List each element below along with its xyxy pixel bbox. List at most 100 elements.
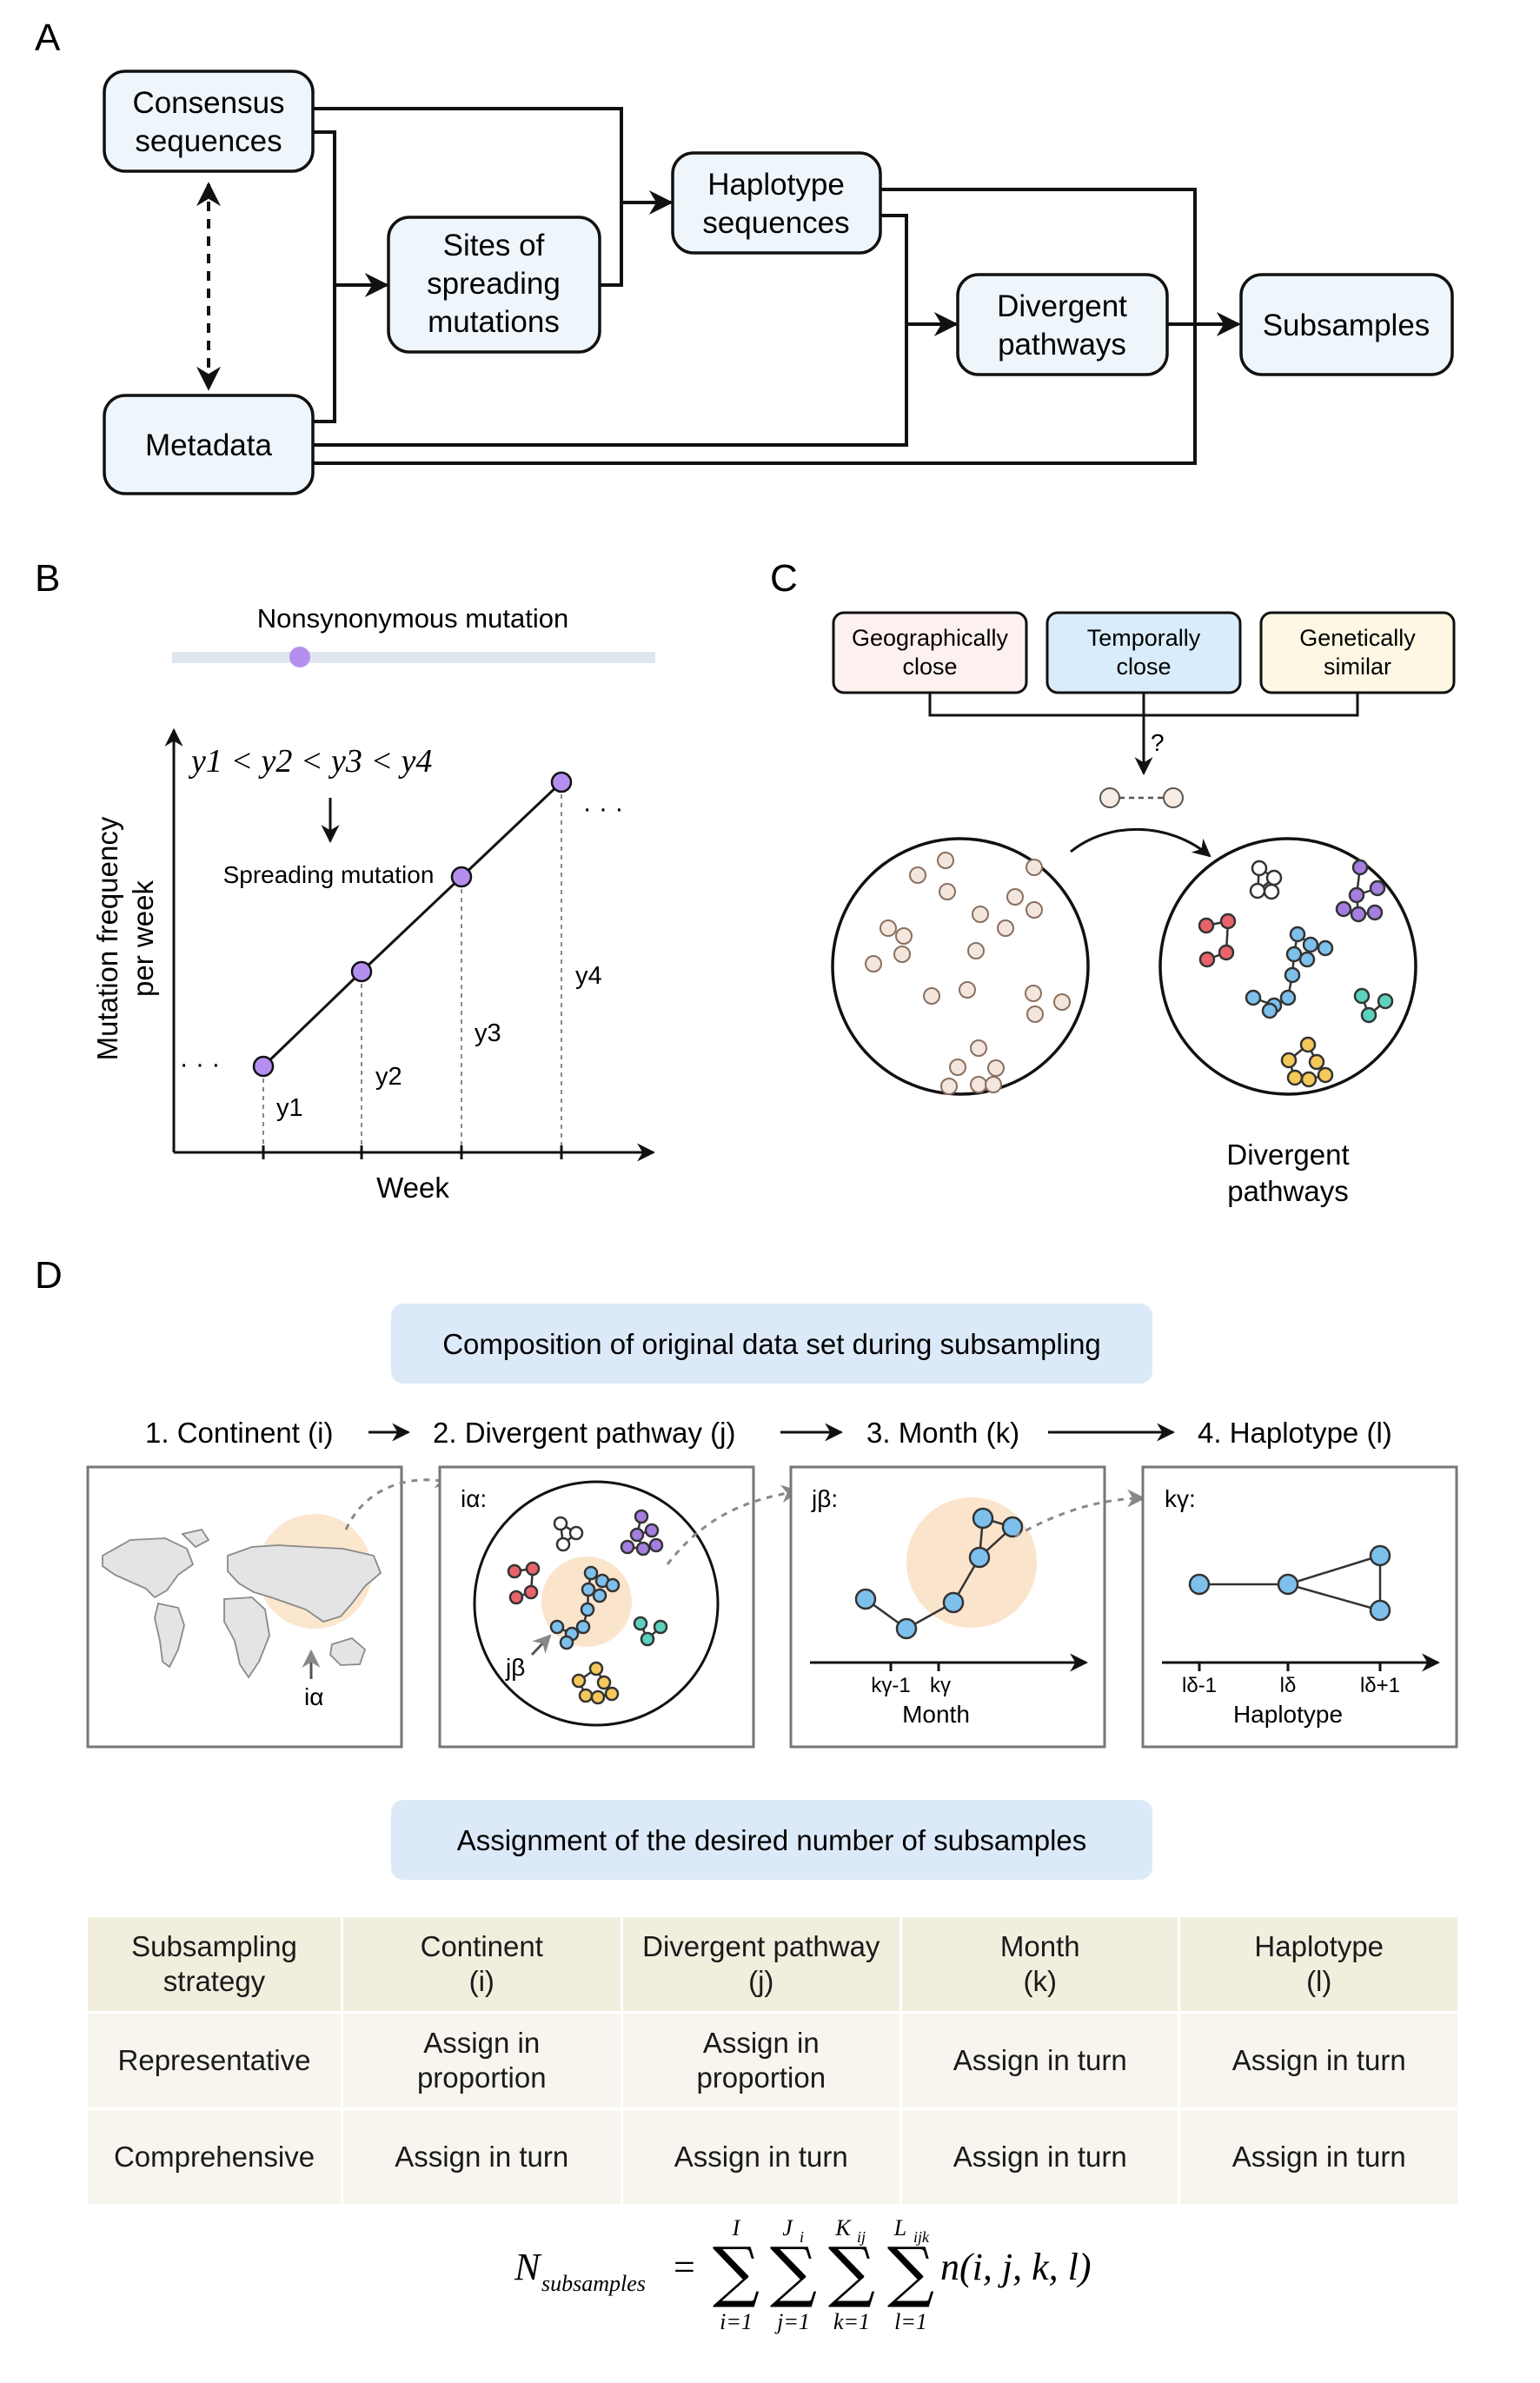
dots-right: · · · xyxy=(583,794,624,823)
cell-line: proportion xyxy=(696,2061,826,2094)
pathway-arrow xyxy=(530,1634,552,1656)
month-node-node xyxy=(1001,1516,1024,1538)
mini-blue-node xyxy=(549,1619,565,1635)
composition-title: Composition of original data set during … xyxy=(442,1328,1101,1360)
mini-purple-node xyxy=(635,1541,651,1557)
y-axis-label-2: per week xyxy=(127,880,159,997)
table-cell: Assign in turn xyxy=(902,2110,1178,2204)
spreading-mutation-label: Spreading mutation xyxy=(223,861,435,888)
cluster-white-node xyxy=(1263,883,1280,900)
pathway-clusters xyxy=(1198,859,1394,1088)
month-node-node xyxy=(942,1591,965,1614)
haplotype-tick-label-3: lδ+1 xyxy=(1360,1674,1400,1697)
sample-dot xyxy=(880,919,897,937)
formula-term: n(i, j, k, l) xyxy=(940,2246,1092,2288)
cluster-blue-node xyxy=(1245,989,1262,1006)
dots-left: · · · xyxy=(180,1050,221,1079)
haplotype-tick-label-2: lδ xyxy=(1280,1674,1297,1697)
sum-upper-sub-3: ij xyxy=(857,2228,866,2246)
sum-upper-sub-4: ijk xyxy=(913,2228,930,2246)
frequency-point xyxy=(350,960,373,983)
cluster-yellow-node xyxy=(1280,1052,1298,1069)
cluster-blue-node xyxy=(1317,939,1334,957)
table-cell: Assign in turn xyxy=(343,2110,621,2204)
mini-blue-node xyxy=(581,1582,596,1597)
cluster-purple-node xyxy=(1335,900,1352,918)
frequency-point xyxy=(252,1055,275,1078)
sample-dot xyxy=(1053,993,1071,1011)
mini-blue-node xyxy=(605,1577,621,1593)
consensus-label-2: sequences xyxy=(135,124,282,158)
cell-line: Representative xyxy=(117,2044,311,2076)
sample-dot xyxy=(923,987,940,1005)
zoom-arrow-3 xyxy=(1014,1489,1146,1538)
world-map xyxy=(102,1514,382,1679)
frequency-point xyxy=(550,771,573,793)
frequency-point xyxy=(450,866,473,888)
cluster-blue-node xyxy=(1289,926,1306,943)
mini-purple-node xyxy=(644,1523,660,1538)
panel-label-d: D xyxy=(35,1254,63,1297)
metadata-node: Metadata xyxy=(103,394,315,495)
cell-line: strategy xyxy=(163,1965,266,1997)
cell-line: Continent xyxy=(420,1930,543,1962)
formula-lhs-sub: subsamples xyxy=(541,2271,646,2296)
step-haplotype: 4. Haplotype (l) xyxy=(1198,1417,1392,1449)
sites-label-1: Sites of xyxy=(443,229,545,262)
mutation-marker xyxy=(289,647,310,667)
mini-red-node xyxy=(523,1584,539,1600)
cell-line: proportion xyxy=(416,2061,547,2094)
sample-dot xyxy=(997,919,1014,937)
subsamples-node: Subsamples xyxy=(1239,273,1454,376)
cell-line: Assign in turn xyxy=(1231,2044,1406,2076)
haplotype-node-node xyxy=(1188,1573,1211,1596)
sample-dot xyxy=(1025,985,1042,1002)
point-label: y4 xyxy=(575,962,602,990)
cluster-purple-node xyxy=(1366,904,1384,921)
cluster-blue-node xyxy=(1298,951,1316,968)
step-divergent-pathway: 2. Divergent pathway (j) xyxy=(433,1417,735,1449)
haplotype-node-edge xyxy=(1287,1554,1381,1586)
sum-upper-2: J xyxy=(782,2215,793,2240)
mini-yellow-node xyxy=(571,1673,587,1689)
table-cell: Comprehensive xyxy=(88,2110,341,2204)
panel-label-b: B xyxy=(35,557,60,600)
haplotype-tick-label-1: lδ-1 xyxy=(1182,1674,1217,1697)
sample-dot xyxy=(909,866,926,884)
cluster-yellow-node xyxy=(1300,1071,1318,1088)
panel-label-c: C xyxy=(770,557,798,600)
cell-line: Assign in turn xyxy=(1231,2141,1406,2173)
mini-purple-node xyxy=(629,1527,645,1543)
cluster-purple-node xyxy=(1351,859,1369,876)
sum-upper-sub-2: i xyxy=(800,2228,804,2246)
haplotype-node-edge xyxy=(1287,1583,1381,1612)
table-cell: Assign in turn xyxy=(1180,2110,1457,2204)
cluster-yellow-node xyxy=(1299,1036,1317,1053)
sample-dot xyxy=(895,927,913,945)
mini-blue-node xyxy=(575,1619,591,1635)
cluster-teal-node xyxy=(1360,1006,1377,1024)
point-label: y3 xyxy=(475,1019,501,1047)
cell-line: (i) xyxy=(468,1965,495,1997)
mini-yellow-node xyxy=(588,1661,604,1676)
criteria-boxes: Geographically close Temporally close Geneti… xyxy=(832,611,1456,694)
sample-dot xyxy=(967,942,985,959)
haplotype-box xyxy=(1141,1465,1458,1749)
mini-white-node xyxy=(555,1537,571,1552)
sum-lower-4: l=1 xyxy=(894,2309,927,2334)
cell-line: Assign in turn xyxy=(953,2141,1127,2173)
table-cell: Assign in turn xyxy=(622,2110,900,2204)
table-cell: Assign in turn xyxy=(1180,2014,1457,2108)
cell-line: Assign in turn xyxy=(674,2141,848,2173)
mini-blue-node xyxy=(583,1565,599,1581)
sample-dot xyxy=(1026,901,1043,919)
cell-line: (j) xyxy=(748,1965,774,1997)
month-node-node xyxy=(968,1546,991,1569)
mini-blue-node xyxy=(580,1602,595,1617)
cluster-purple-node xyxy=(1369,880,1386,897)
cluster-teal-node xyxy=(1353,987,1371,1005)
cluster-purple-node xyxy=(1350,906,1367,923)
mini-yellow-node xyxy=(596,1675,612,1690)
sample-dot xyxy=(1026,859,1043,876)
cluster-blue-node xyxy=(1285,946,1303,963)
